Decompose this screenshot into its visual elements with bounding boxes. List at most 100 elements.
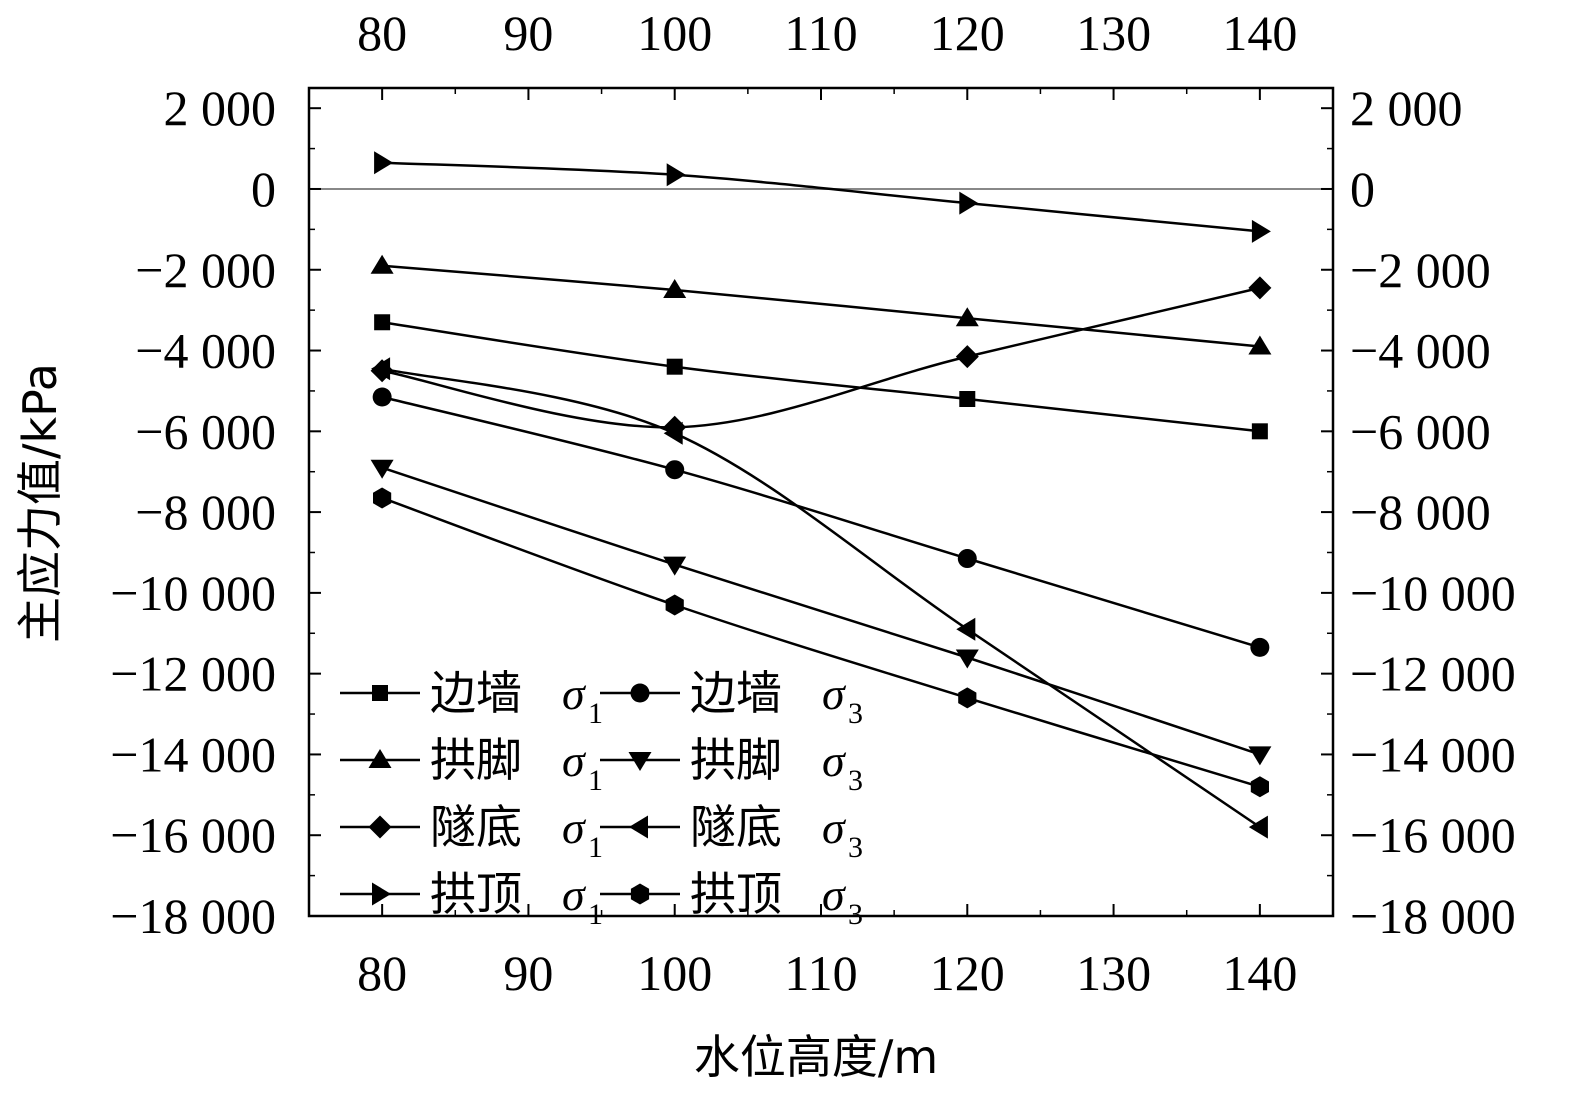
data-point-triangle-left	[1248, 815, 1268, 839]
y-tick-label-left: −16 000	[110, 807, 276, 863]
data-point-triangle-right	[1251, 219, 1271, 243]
legend-label: 拱顶	[690, 867, 782, 921]
series-line	[381, 321, 1261, 433]
legend-label: 隧底	[430, 800, 522, 854]
x-tick-label-bottom: 120	[930, 945, 1005, 1001]
legend-label: 拱脚	[690, 733, 782, 787]
series-line	[382, 264, 1261, 348]
legend: 边墙 σ 1 边墙 σ 3拱脚 σ 1 拱脚 σ 3隧底 σ 1 隧底 σ 3拱顶 σ 1 拱顶 σ 3	[340, 666, 863, 931]
x-tick-label-bottom: 90	[503, 945, 553, 1001]
legend-sigma: σ	[562, 735, 587, 786]
data-point-hexagon	[373, 487, 392, 509]
legend-sigma: σ	[822, 802, 847, 853]
series-line	[381, 466, 1261, 756]
data-point-triangle-up	[663, 279, 687, 298]
legend-label: 拱顶	[430, 867, 522, 921]
series-line	[381, 367, 1261, 829]
legend-label: 拱脚	[430, 733, 522, 787]
series-layer	[370, 151, 1272, 839]
legend-marker-triangle-right	[372, 882, 391, 906]
x-tick-label-bottom: 140	[1222, 945, 1297, 1001]
legend-sigma: σ	[822, 735, 847, 786]
y-tick-label-right: −12 000	[1350, 646, 1516, 702]
data-point-triangle-left	[663, 421, 683, 445]
data-point-square	[1251, 423, 1268, 440]
y-axis-title: 主应力值/kPa	[13, 363, 67, 643]
y-tick-label-right: −18 000	[1350, 888, 1516, 944]
data-point-triangle-left	[956, 617, 976, 641]
data-point-square	[959, 391, 976, 408]
legend-entry: 拱顶 σ 1	[340, 867, 603, 931]
y-tick-label-right: −2 000	[1350, 242, 1491, 298]
y-tick-label-left: −12 000	[110, 646, 276, 702]
data-point-hexagon	[665, 594, 684, 616]
series-line	[381, 496, 1261, 788]
legend-subscript: 1	[588, 697, 603, 730]
legend-subscript: 3	[848, 898, 863, 931]
series-triangle-right	[374, 151, 1271, 243]
data-point-triangle-down	[370, 459, 394, 479]
data-point-triangle-left	[371, 357, 391, 381]
y-tick-label-right: −8 000	[1350, 484, 1491, 540]
data-point-triangle-right	[959, 191, 979, 215]
series-triangle-up	[370, 254, 1272, 355]
x-tick-label-bottom: 80	[357, 945, 407, 1001]
data-point-triangle-right	[374, 151, 394, 175]
data-point-hexagon	[1250, 776, 1269, 798]
legend-entry: 拱脚 σ 1	[340, 733, 603, 797]
legend-sigma: σ	[562, 802, 587, 853]
series-triangle-left	[371, 357, 1268, 839]
legend-subscript: 1	[588, 898, 603, 931]
plot-frame	[307, 86, 1335, 918]
y-tick-label-left: −2 000	[135, 242, 276, 298]
legend-sigma: σ	[822, 668, 847, 719]
x-tick-label-top: 100	[637, 5, 712, 61]
legend-entry: 拱脚 σ 3	[600, 733, 863, 797]
legend-marker-triangle-left	[629, 815, 648, 839]
legend-marker-triangle-down	[628, 752, 652, 771]
data-point-diamond	[1248, 276, 1272, 300]
legend-label: 边墙	[690, 666, 782, 720]
data-point-square	[374, 314, 391, 331]
data-point-triangle-up	[370, 254, 394, 274]
legend-subscript: 1	[588, 764, 603, 797]
legend-marker-square	[372, 685, 388, 701]
data-point-triangle-down	[663, 556, 687, 576]
legend-subscript: 3	[848, 697, 863, 730]
legend-label: 边墙	[430, 666, 522, 720]
y-tick-label-right: 2 000	[1350, 80, 1463, 136]
legend-entry: 边墙 σ 3	[600, 666, 863, 730]
y-tick-label-right: −6 000	[1350, 403, 1491, 459]
y-tick-label-left: −14 000	[110, 726, 276, 782]
series-line	[381, 286, 1261, 429]
legend-subscript: 3	[848, 764, 863, 797]
legend-label: 隧底	[690, 800, 782, 854]
legend-sigma: σ	[822, 869, 847, 920]
series-triangle-down	[370, 459, 1272, 766]
x-tick-label-bottom: 130	[1076, 945, 1151, 1001]
x-tick-label-top: 110	[784, 5, 857, 61]
x-axis-title: 水位高度/m	[694, 1030, 938, 1084]
x-tick-label-top: 120	[930, 5, 1005, 61]
y-tick-label-right: −14 000	[1350, 726, 1516, 782]
y-tick-label-right: −10 000	[1350, 565, 1516, 621]
legend-entry: 拱顶 σ 3	[600, 867, 863, 931]
data-point-triangle-up	[955, 307, 979, 327]
y-tick-label-left: −6 000	[135, 403, 276, 459]
x-tick-label-bottom: 110	[784, 945, 857, 1001]
legend-marker-diamond	[368, 815, 392, 839]
series-circle	[372, 387, 1270, 657]
y-tick-label-left: −10 000	[110, 565, 276, 621]
data-point-triangle-up	[1248, 335, 1272, 355]
x-tick-label-top: 80	[357, 5, 407, 61]
data-point-triangle-down	[1248, 746, 1272, 766]
axes: 808090901001001101101201201301301401402 …	[110, 5, 1515, 1001]
series-line	[381, 395, 1261, 649]
legend-marker-triangle-up	[368, 749, 392, 768]
data-point-circle	[957, 549, 977, 569]
series-diamond	[370, 276, 1272, 439]
legend-subscript: 1	[588, 831, 603, 864]
x-tick-label-top: 90	[503, 5, 553, 61]
y-tick-label-left: 0	[251, 161, 276, 217]
legend-entry: 边墙 σ 1	[340, 666, 603, 730]
